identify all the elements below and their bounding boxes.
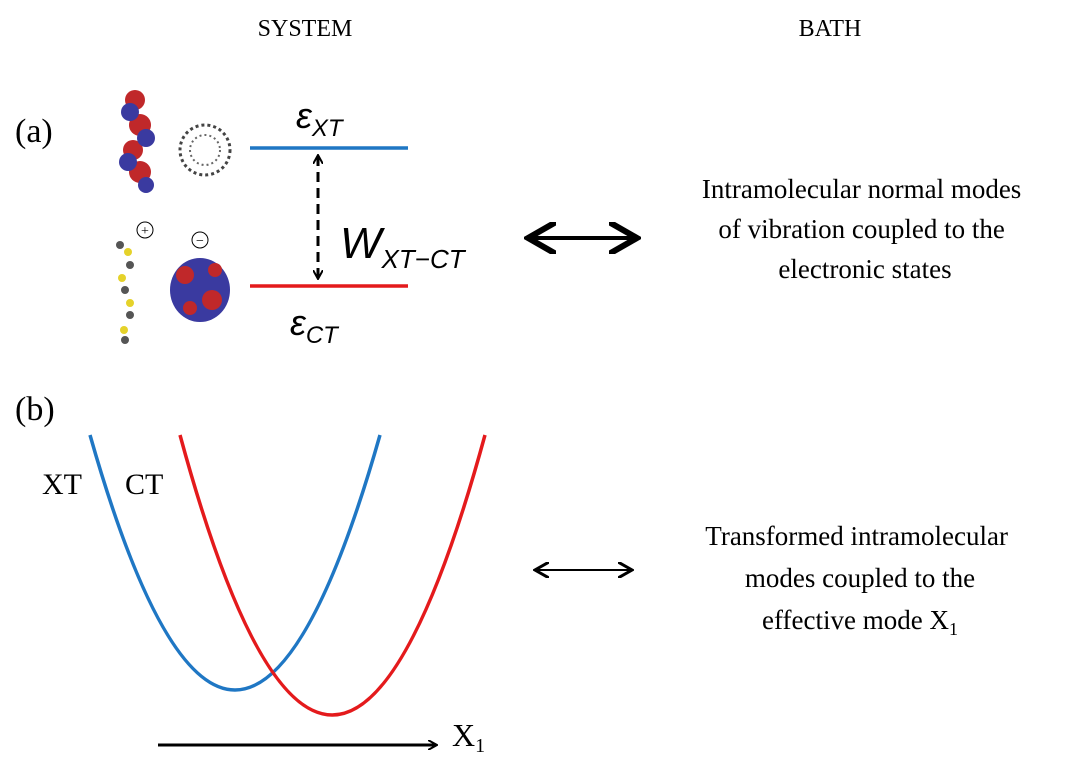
svg-text:+: + (141, 224, 149, 239)
xt-parabola (88, 434, 382, 692)
bath-text: effective mode X1 (762, 605, 958, 639)
curve-ct-label: CT (125, 468, 163, 501)
coupling-label: WXT−CT (340, 219, 467, 274)
curve-xt-label: XT (42, 468, 82, 501)
panel-label: (b) (15, 391, 55, 428)
bath-text: Intramolecular normal modes of vibration… (702, 174, 1028, 284)
level-ct-label: εCT (290, 302, 340, 349)
axis-label: X1 (452, 717, 485, 757)
panel-label: (a) (15, 113, 53, 150)
molecule-illustration: + − (116, 90, 232, 344)
header-system: SYSTEM (258, 16, 353, 42)
header-bath: BATH (799, 16, 862, 42)
svg-text:−: − (196, 234, 204, 249)
bath-text: Transformed intramolecular modes coupled… (705, 521, 1014, 593)
ct-parabola (178, 434, 487, 717)
level-xt-label: εXT (296, 95, 345, 142)
